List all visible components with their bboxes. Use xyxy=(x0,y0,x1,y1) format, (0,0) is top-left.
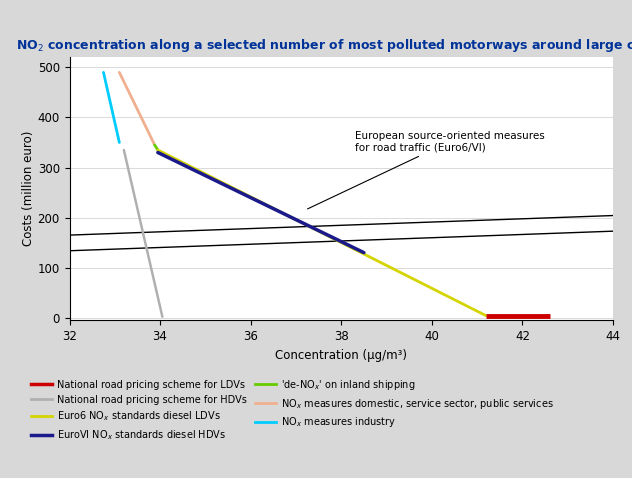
Legend: National road pricing scheme for LDVs, National road pricing scheme for HDVs, Eu: National road pricing scheme for LDVs, N… xyxy=(31,378,554,442)
Y-axis label: Costs (million euro): Costs (million euro) xyxy=(21,131,35,247)
Text: European source-oriented measures
for road traffic (Euro6/VI): European source-oriented measures for ro… xyxy=(308,131,545,209)
Title: NO$_2$ concentration along a selected number of most polluted motorways around l: NO$_2$ concentration along a selected nu… xyxy=(16,37,632,54)
X-axis label: Concentration (μg/m³): Concentration (μg/m³) xyxy=(276,348,407,361)
